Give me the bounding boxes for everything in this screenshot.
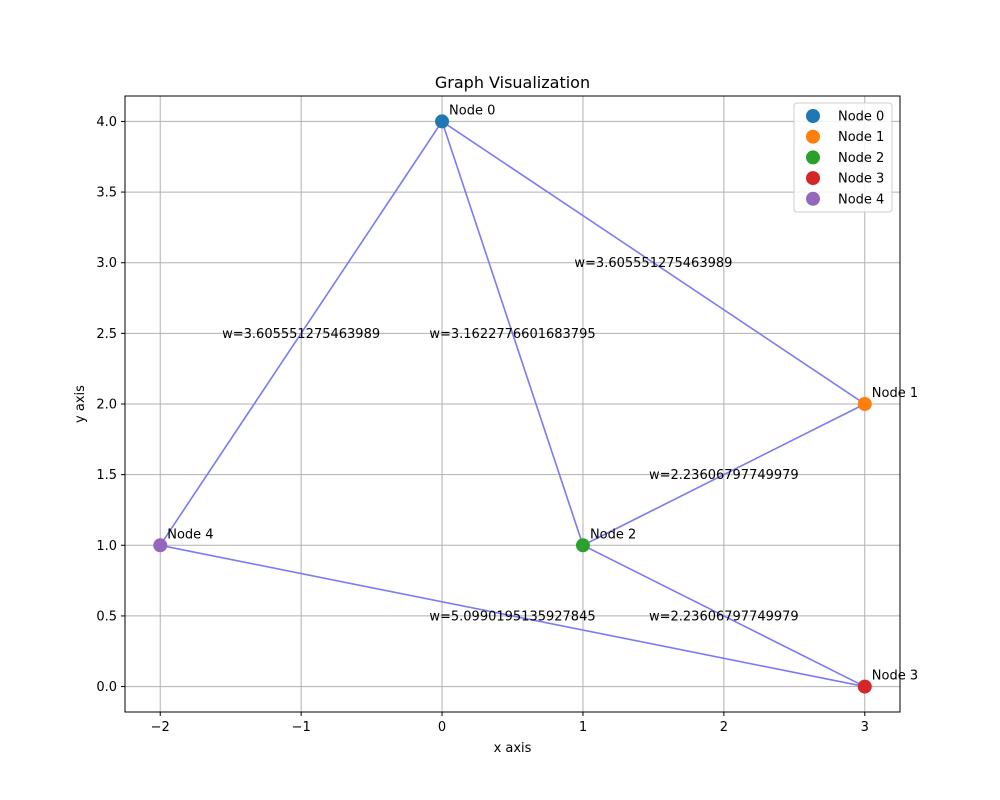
edge-line: [441, 120, 866, 405]
legend-marker: [806, 129, 820, 144]
edge-line: [441, 121, 584, 546]
x-ticks: −2 −1 0 1 2 3: [151, 712, 869, 735]
y-tick-label: 0.0: [96, 680, 117, 695]
legend-entry-label: Node 2: [838, 151, 884, 166]
y-tick-label: 2.5: [96, 327, 117, 342]
chart-title: Graph Visualization: [435, 73, 590, 92]
node-point: [857, 679, 872, 694]
x-axis-label: x axis: [494, 741, 532, 756]
node-label: Node 4: [167, 527, 213, 542]
legend-marker: [806, 191, 820, 206]
edge-weight-label: w=5.0990195135927845: [429, 609, 595, 624]
x-tick-label: 1: [579, 720, 587, 735]
edge-line: [582, 544, 866, 688]
y-tick-label: 3.5: [96, 186, 117, 201]
legend-entry-label: Node 3: [838, 172, 884, 187]
y-tick-label: 1.0: [96, 539, 117, 554]
node-point: [435, 114, 450, 129]
edges: [159, 120, 866, 688]
node-point: [857, 397, 872, 411]
legend-entry-label: Node 1: [838, 130, 884, 145]
x-tick-label: 0: [438, 720, 446, 735]
y-axis-label: y axis: [73, 385, 88, 423]
legend-entry-label: Node 4: [838, 192, 884, 207]
edge-labels: w=3.605551275463989 w=3.1622776601683795 w…: [222, 256, 799, 624]
legend-marker: [806, 150, 820, 165]
edge-line: [160, 544, 865, 688]
node-point: [153, 538, 168, 553]
node-point: [575, 538, 590, 553]
edge-line: [159, 120, 443, 546]
y-tick-label: 4.0: [96, 115, 117, 130]
legend-box: [793, 102, 893, 213]
node-label: Node 0: [449, 103, 495, 118]
legend-marker: [806, 109, 820, 123]
node-labels: Node 0 Node 1 Node 2 Node 3 Node 4: [167, 103, 918, 683]
nodes: [153, 114, 872, 694]
edge-weight-label: w=3.605551275463989: [222, 327, 380, 342]
y-ticks: 0.0 0.5 1.0 1.5 2.0 2.5 3.0 3.5 4.0: [96, 115, 125, 695]
legend-entry-label: Node 0: [838, 110, 884, 125]
y-tick-label: 3.0: [96, 256, 117, 271]
edge-line: [582, 403, 866, 546]
edge-weight-label: w=2.23606797749979: [649, 468, 799, 483]
edge-weight-label: w=3.1622776601683795: [429, 327, 595, 342]
y-tick-label: 0.5: [96, 609, 117, 624]
y-tick-label: 1.5: [96, 468, 117, 483]
legend: Node 0 Node 1 Node 2 Node 3 Node 4: [793, 102, 893, 213]
edge-weight-label: w=3.605551275463989: [574, 256, 732, 271]
legend-marker: [806, 171, 820, 186]
node-label: Node 2: [590, 527, 636, 542]
x-tick-label: 2: [720, 720, 728, 735]
x-tick-label: −1: [292, 720, 311, 735]
grid: [125, 96, 900, 712]
node-label: Node 3: [872, 669, 918, 684]
edge-weight-label: w=2.23606797749979: [649, 609, 799, 624]
y-tick-label: 2.0: [96, 398, 117, 413]
x-tick-label: 3: [861, 720, 869, 735]
node-label: Node 1: [872, 386, 918, 401]
x-tick-label: −2: [151, 720, 170, 735]
